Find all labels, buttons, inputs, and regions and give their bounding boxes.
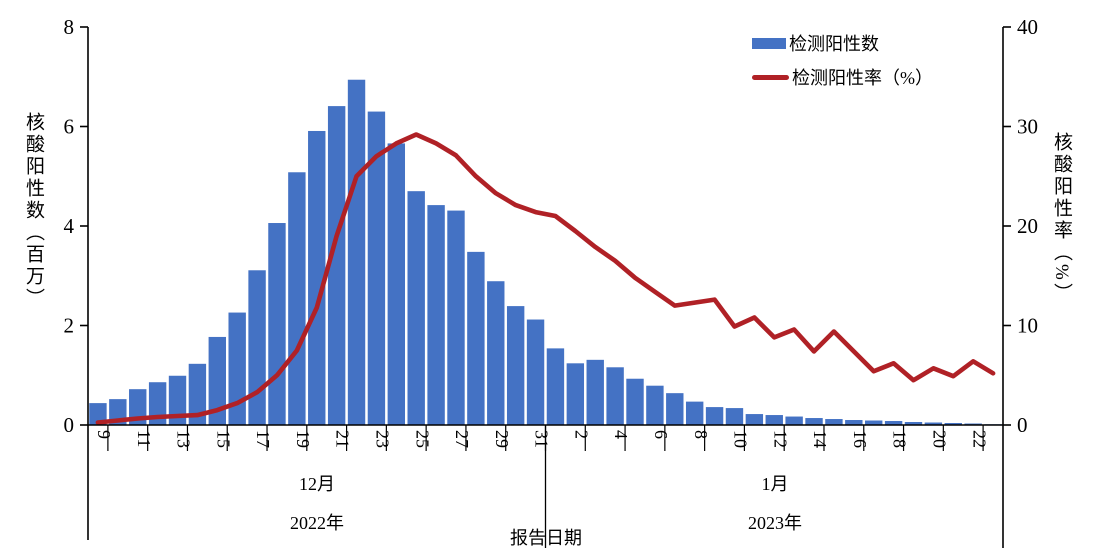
x-tick-label-day-14: 14 xyxy=(810,430,830,448)
x-tick-label-day-15: 15 xyxy=(213,430,233,448)
x-tick-label-day-4: 4 xyxy=(611,430,631,439)
bar-12-29 xyxy=(487,281,505,425)
right-axis-tick-label: 0 xyxy=(1017,413,1028,437)
bar-01-17 xyxy=(865,420,883,425)
legend-label: 检测阳性率（%） xyxy=(792,68,933,88)
right-axis-tick-label: 30 xyxy=(1017,115,1038,139)
legend: 检测阳性数 检测阳性率（%） xyxy=(752,26,1002,94)
bar-01-19 xyxy=(904,422,923,425)
bar-01-11 xyxy=(745,414,764,425)
bar-12-12 xyxy=(148,382,167,425)
bar-12-23 xyxy=(367,111,386,425)
x-tick-label-day-22: 22 xyxy=(969,430,989,448)
bar-01-01 xyxy=(546,348,565,425)
bar-01-07 xyxy=(666,393,684,425)
bar-01-06 xyxy=(646,385,664,425)
x-tick-label-day-25: 25 xyxy=(412,430,432,448)
x-tick-label-day-16: 16 xyxy=(850,430,870,448)
bar-12-14 xyxy=(188,363,207,425)
bar-01-14 xyxy=(805,418,823,425)
x-tick-label-day-21: 21 xyxy=(333,430,353,448)
bar-01-18 xyxy=(884,421,903,425)
x-tick-label-day-10: 10 xyxy=(731,430,751,448)
bar-12-25 xyxy=(407,191,425,425)
bar-01-02 xyxy=(566,363,585,425)
x-tick-label-day-27: 27 xyxy=(452,430,472,448)
left-axis-tick-label: 2 xyxy=(64,314,75,338)
left-axis-tick-label: 8 xyxy=(64,15,75,39)
x-tick-label-day-31: 31 xyxy=(532,430,552,448)
left-axis-tick-label: 0 xyxy=(64,413,75,437)
bar-12-16 xyxy=(228,312,246,425)
x-tick-label-day-9: 9 xyxy=(94,430,114,439)
legend-label: 检测阳性数 xyxy=(789,34,879,54)
bar-01-03 xyxy=(586,359,604,425)
x-tick-label-day-29: 29 xyxy=(492,430,512,448)
bar-12-15 xyxy=(208,336,226,425)
bar-12-20 xyxy=(308,130,326,426)
bar-01-10 xyxy=(725,408,744,425)
x-tick-label-day-23: 23 xyxy=(372,430,392,448)
bar-12-21 xyxy=(327,106,346,425)
x-tick-label-day-8: 8 xyxy=(691,430,711,439)
month-label-january: 1月 xyxy=(761,474,789,494)
x-tick-label-day-17: 17 xyxy=(253,430,273,448)
x-axis-title: 报告日期 xyxy=(510,528,582,548)
bar-12-13 xyxy=(168,375,187,425)
bar-01-05 xyxy=(626,378,644,425)
year-label-2022: 2022年 xyxy=(290,513,344,533)
bar-12-31 xyxy=(526,319,545,425)
bar-12-17 xyxy=(248,270,266,425)
bar-01-21 xyxy=(944,423,962,425)
legend-item-positive-count: 检测阳性数 xyxy=(752,26,1002,60)
bar-12-27 xyxy=(447,210,465,425)
right-axis-tick-label: 40 xyxy=(1017,15,1038,39)
positive-rate-line xyxy=(95,132,996,425)
bar-01-15 xyxy=(825,419,843,425)
bar-12-26 xyxy=(427,205,445,425)
bar-01-12 xyxy=(765,415,783,425)
bar-12-28 xyxy=(467,251,485,425)
year-label-2023: 2023年 xyxy=(748,513,802,533)
bar-swatch-icon xyxy=(752,37,786,49)
month-label-december: 12月 xyxy=(299,474,335,494)
right-axis-tick-label: 10 xyxy=(1017,314,1038,338)
bar-12-22 xyxy=(347,79,366,425)
left-axis-tick-label: 4 xyxy=(64,214,75,238)
bar-01-04 xyxy=(606,367,624,425)
right-axis-title: 核酸阳性率（%） xyxy=(1051,132,1072,305)
bar-01-08 xyxy=(685,401,704,425)
bar-12-19 xyxy=(288,172,306,425)
x-tick-label-day-19: 19 xyxy=(293,430,313,448)
x-tick-label-day-2: 2 xyxy=(571,430,591,439)
bar-12-18 xyxy=(268,223,286,425)
bar-12-30 xyxy=(506,306,525,425)
bar-01-20 xyxy=(924,422,943,425)
legend-item-positive-rate: 检测阳性率（%） xyxy=(752,60,1002,94)
x-tick-label-day-20: 20 xyxy=(929,430,949,448)
line-swatch-icon xyxy=(752,74,789,80)
left-axis-tick-label: 6 xyxy=(64,115,75,139)
x-tick-label-day-6: 6 xyxy=(651,430,671,439)
x-tick-label-day-11: 11 xyxy=(134,430,154,447)
left-axis-title: 核酸阳性数（百万） xyxy=(23,112,44,310)
right-axis-tick-label: 20 xyxy=(1017,214,1038,238)
bar-01-09 xyxy=(705,407,724,425)
x-tick-label-day-12: 12 xyxy=(770,430,790,448)
x-tick-label-day-13: 13 xyxy=(174,430,194,448)
bar-01-13 xyxy=(785,416,803,425)
x-tick-label-day-18: 18 xyxy=(890,430,910,448)
bar-01-16 xyxy=(845,420,863,425)
bar-12-09 xyxy=(89,403,107,425)
bar-12-24 xyxy=(387,143,406,426)
